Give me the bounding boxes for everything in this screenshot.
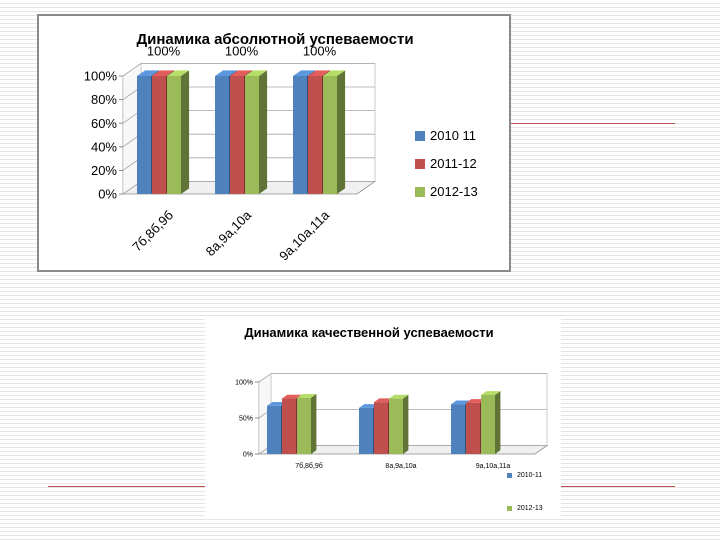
- y-tick-label: 40%: [91, 139, 117, 154]
- chart-title: Динамика качественной успеваемости: [244, 325, 493, 340]
- bar-front: [245, 76, 259, 194]
- legend-label: 2010 11: [430, 128, 476, 143]
- bar-top: [308, 70, 331, 76]
- bar-top: [481, 391, 501, 395]
- legend-swatch: [415, 159, 425, 169]
- bar-front: [167, 76, 181, 194]
- bar: [167, 70, 190, 194]
- bar-side: [403, 394, 409, 454]
- legend-label: 2011-12: [430, 156, 477, 171]
- bar-front: [152, 76, 166, 194]
- bar-front: [374, 402, 388, 454]
- x-category-label: 8а,9а,10а: [203, 207, 255, 259]
- legend-label: 2012-13: [517, 505, 543, 512]
- bar: [481, 391, 501, 454]
- data-label: 100%: [225, 43, 259, 58]
- bar-front: [230, 76, 244, 194]
- bar-front: [282, 398, 296, 454]
- bar-top: [374, 398, 394, 403]
- y-tick-label: 20%: [91, 163, 117, 178]
- y-tick-label: 80%: [91, 92, 117, 107]
- bar-side: [181, 70, 190, 194]
- legend-swatch: [507, 473, 512, 478]
- bar-side: [259, 70, 268, 194]
- absolute-performance-plot: Динамика абсолютной успеваемости 0% 20% 40…: [84, 31, 478, 263]
- bar-top: [389, 394, 409, 399]
- bar-front: [359, 407, 373, 454]
- bar: [245, 70, 268, 194]
- legend-swatch: [415, 131, 425, 141]
- bar-front: [297, 397, 311, 454]
- y-tick-label: 100%: [84, 69, 118, 84]
- bar-front: [389, 398, 403, 454]
- bar-front: [137, 76, 151, 194]
- bar-front: [308, 76, 322, 194]
- absolute-performance-chart: Динамика абсолютной успеваемости 0% 20% 40…: [37, 14, 511, 272]
- legend-label: 2012-13: [430, 184, 478, 199]
- bar-front: [481, 394, 495, 454]
- bar-front: [293, 76, 307, 194]
- data-label: 100%: [303, 43, 337, 58]
- bar: [389, 394, 409, 454]
- bar-top: [152, 70, 175, 76]
- y-tick-label: 50%: [239, 415, 253, 422]
- quality-performance-plot: Динамика качественной успеваемости 0% 50%…: [235, 325, 549, 512]
- bar-top: [267, 401, 287, 406]
- bar-front: [267, 405, 281, 454]
- bar-top: [215, 70, 238, 76]
- bar-top: [137, 70, 160, 76]
- bar-front: [466, 402, 480, 454]
- bar-top: [245, 70, 268, 76]
- y-tick-label: 0%: [98, 187, 117, 202]
- gridline: [122, 63, 375, 77]
- bar-top: [359, 404, 379, 408]
- bar-top: [230, 70, 253, 76]
- bar-top: [293, 70, 316, 76]
- decor-line-top: [511, 123, 675, 124]
- x-category-label: 7б,8б,9б: [295, 462, 323, 470]
- bar-top: [167, 70, 190, 76]
- bar-front: [451, 404, 465, 454]
- chart-title: Динамика абсолютной успеваемости: [136, 31, 413, 48]
- y-tick-label: 100%: [235, 379, 253, 386]
- bar-top: [282, 394, 302, 399]
- bar-top: [466, 399, 486, 403]
- x-category-label: 9а,10а,11а: [276, 207, 332, 263]
- bar-front: [323, 76, 337, 194]
- x-category-label: 8а,9а,10а: [385, 463, 416, 470]
- x-category-label: 7б,8б,9б: [129, 208, 176, 255]
- data-label: 100%: [147, 43, 181, 58]
- legend-swatch: [415, 187, 425, 197]
- bar-side: [311, 394, 317, 454]
- legend-label: 2010-11: [517, 472, 542, 479]
- gridline: [258, 373, 547, 383]
- quality-performance-chart: Динамика качественной успеваемости 0% 50%…: [205, 318, 561, 518]
- bar-side: [337, 70, 346, 194]
- legend-swatch: [507, 506, 512, 511]
- bar-top: [323, 70, 346, 76]
- bar-top: [297, 394, 317, 398]
- bar-front: [215, 76, 229, 194]
- bar-side: [495, 391, 501, 454]
- bar-top: [451, 400, 471, 405]
- y-tick-label: 60%: [91, 116, 117, 131]
- y-tick-label: 0%: [243, 451, 253, 458]
- x-category-label: 9а,10а,11а: [476, 463, 511, 470]
- bar: [323, 70, 346, 194]
- bar: [297, 394, 317, 454]
